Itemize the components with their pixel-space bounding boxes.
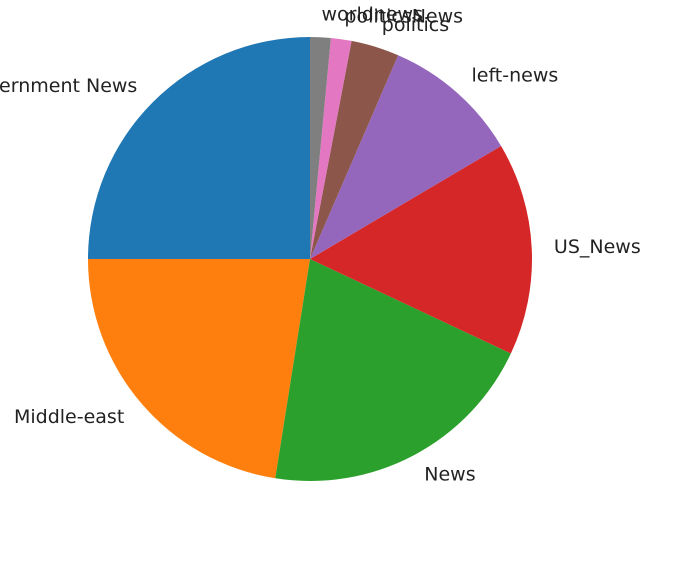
pie-slice-worldnews [310, 37, 331, 259]
pie-label-government-news: Government News [0, 75, 137, 97]
pie-slices [88, 37, 532, 482]
pie-slice-us-news [310, 145, 532, 354]
pie-label-left-news: left-news [471, 64, 558, 86]
pie-label-politics: politics [382, 14, 449, 36]
pie-label-middle-east: Middle-east [14, 406, 124, 428]
pie-label-news: News [424, 463, 475, 485]
pie-slice-government-news [88, 37, 310, 259]
pie-label-politicsnews: politicsNews [344, 6, 463, 28]
pie-slice-left-news [310, 55, 502, 260]
pie-slice-middle-east [88, 259, 310, 479]
pie-slice-politics [310, 40, 399, 260]
pie-label-us-news: US_News [554, 236, 641, 258]
pie-slice-news [275, 259, 511, 482]
pie-labels: Government News Middle-east News US_News lef… [0, 4, 641, 486]
pie-label-worldnews: worldnews [322, 4, 424, 26]
pie-slice-politicsnews [310, 37, 352, 259]
